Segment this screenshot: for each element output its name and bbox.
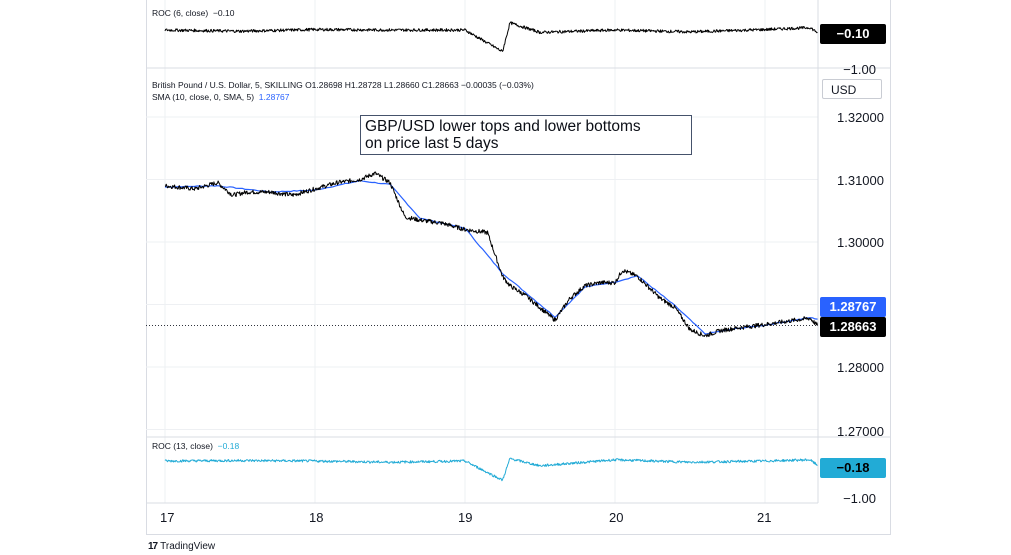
annotation-line-1: GBP/USD lower tops and lower bottoms [365,118,641,135]
time-tick-label: 17 [160,510,175,525]
tradingview-logo-mark: 17 [148,541,158,552]
sma-legend-label: SMA (10, close, 0, SMA, 5) [152,92,255,102]
top-roc-legend-label: ROC (6, close) [152,8,209,18]
bottom-roc-value-tag: −0.18 [820,458,886,478]
roc-top-line [164,21,818,52]
close-price-tag: 1.28663 [820,317,886,337]
sma-line [164,179,818,335]
price-line [164,171,818,338]
sma-legend-value: 1.28767 [258,92,290,102]
chart-frame [146,0,891,535]
roc-bottom-line [164,457,818,482]
time-tick-label: 19 [458,510,473,525]
bottom-roc-axis-label: −1.00 [843,491,876,506]
annotation-box[interactable]: GBP/USD lower tops and lower bottoms on … [360,115,692,155]
annotation-line-2: on price last 5 days [365,135,499,152]
bottom-roc-legend-value: −0.18 [217,441,240,451]
price-tick-label: 1.31000 [837,173,884,188]
top-roc-legend: ROC (6, close) −0.10 [152,8,234,18]
top-roc-axis-label: −1.00 [843,62,876,77]
tradingview-logo[interactable]: 17 TradingView [148,541,215,552]
bottom-roc-legend-label: ROC (13, close) [152,441,213,451]
tradingview-logo-text: TradingView [160,541,216,552]
sma-legend: SMA (10, close, 0, SMA, 5) 1.28767 [152,92,290,102]
time-tick-label: 18 [309,510,324,525]
price-tick-label: 1.32000 [837,110,884,125]
top-roc-legend-value: −0.10 [212,8,235,18]
time-tick-label: 21 [757,510,772,525]
price-tick-label: 1.28000 [837,360,884,375]
bottom-roc-legend: ROC (13, close) −0.18 [152,441,239,451]
main-legend: British Pound / U.S. Dollar, 5, SKILLING… [152,80,534,90]
price-tick-label: 1.30000 [837,235,884,250]
currency-selector[interactable]: USD [822,79,882,99]
time-tick-label: 20 [609,510,624,525]
grid-lines [146,0,818,503]
sma-value-tag: 1.28767 [820,297,886,317]
price-tick-label: 1.27000 [837,424,884,439]
top-roc-value-tag: −0.10 [820,24,886,44]
chart-series [164,21,818,482]
